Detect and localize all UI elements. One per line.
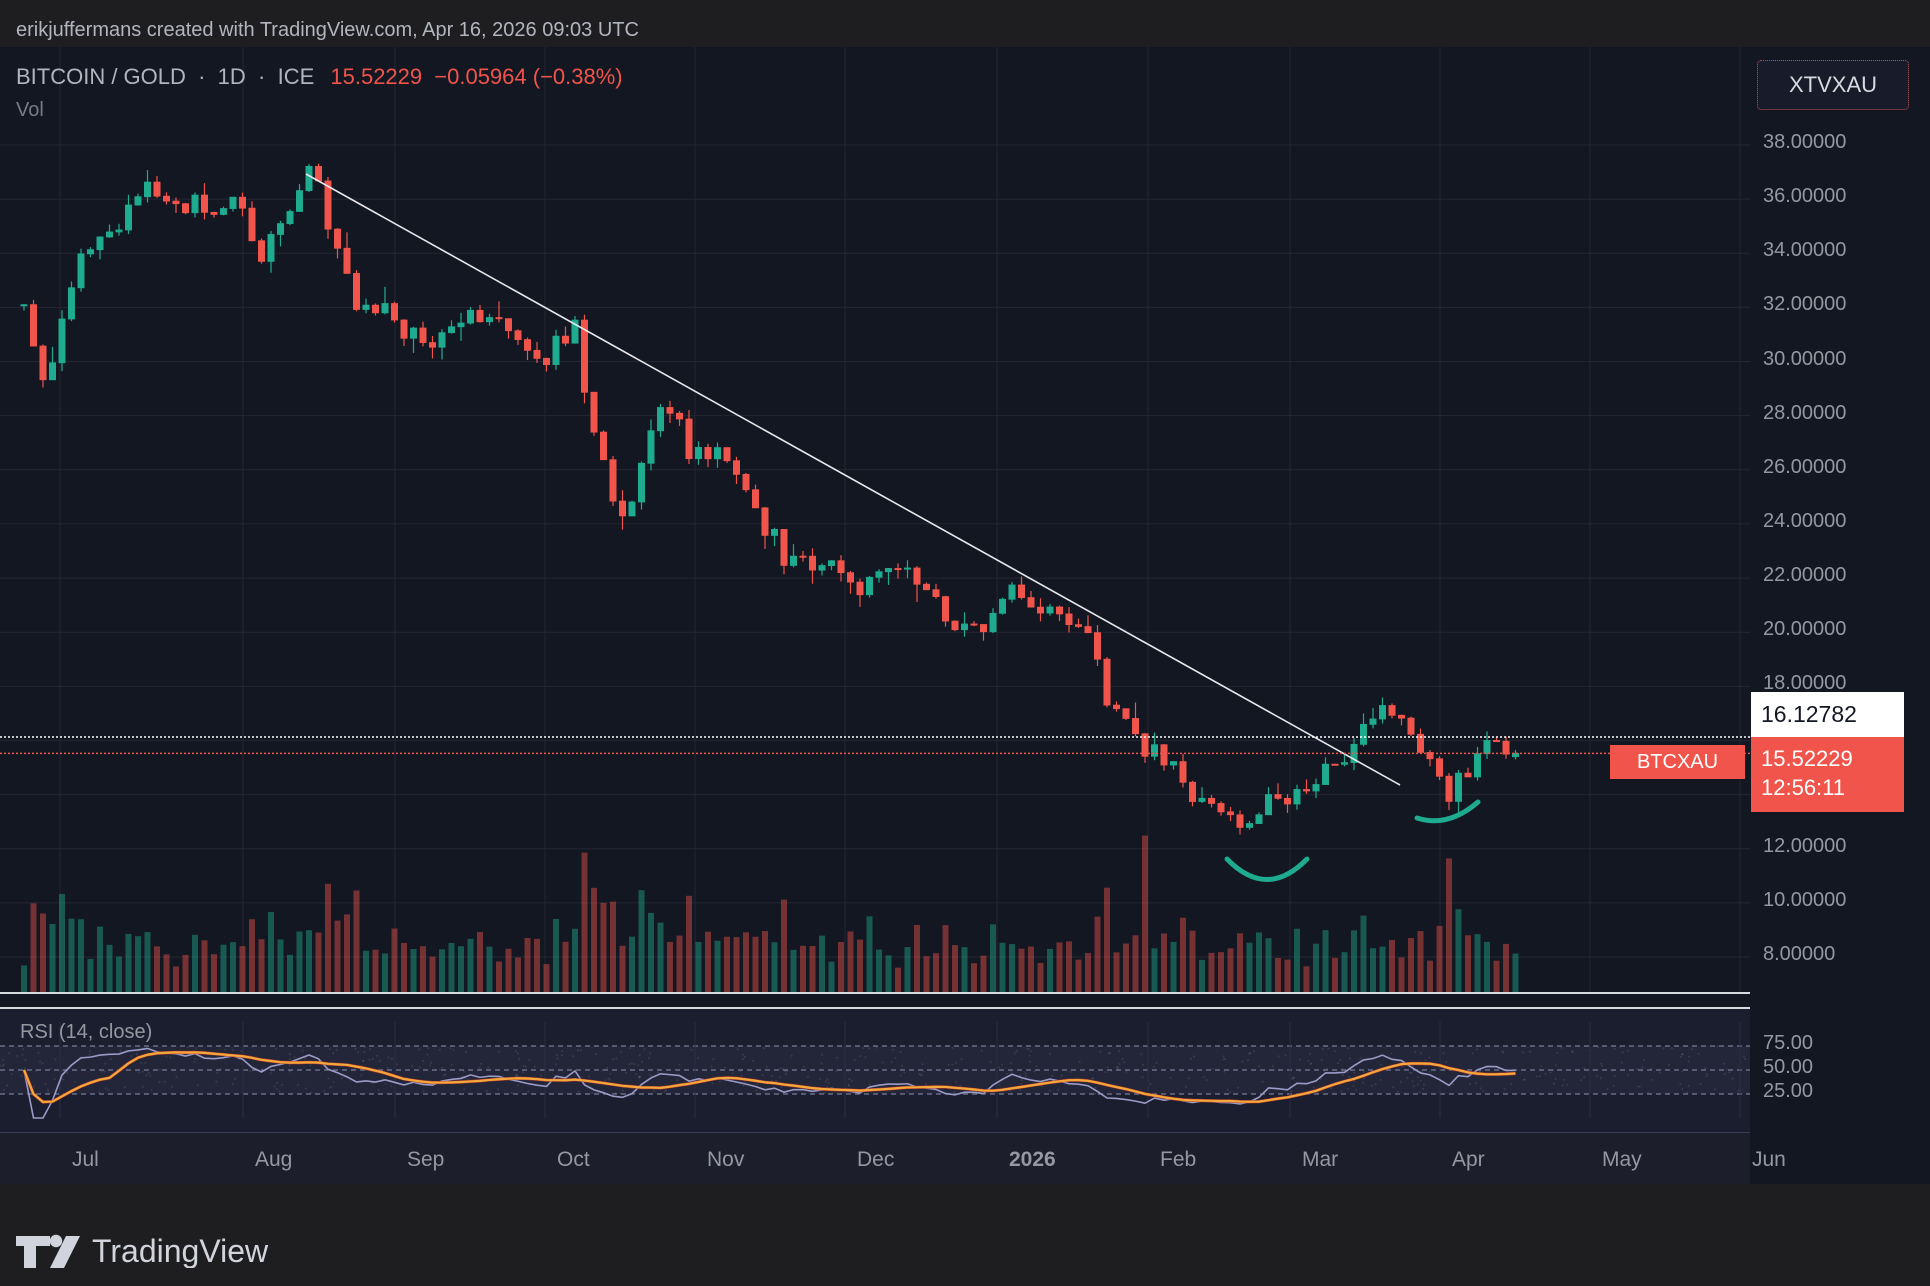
svg-text:TradingView: TradingView [92,1233,269,1268]
svg-text:RSI (14, close): RSI (14, close) [20,1021,152,1043]
